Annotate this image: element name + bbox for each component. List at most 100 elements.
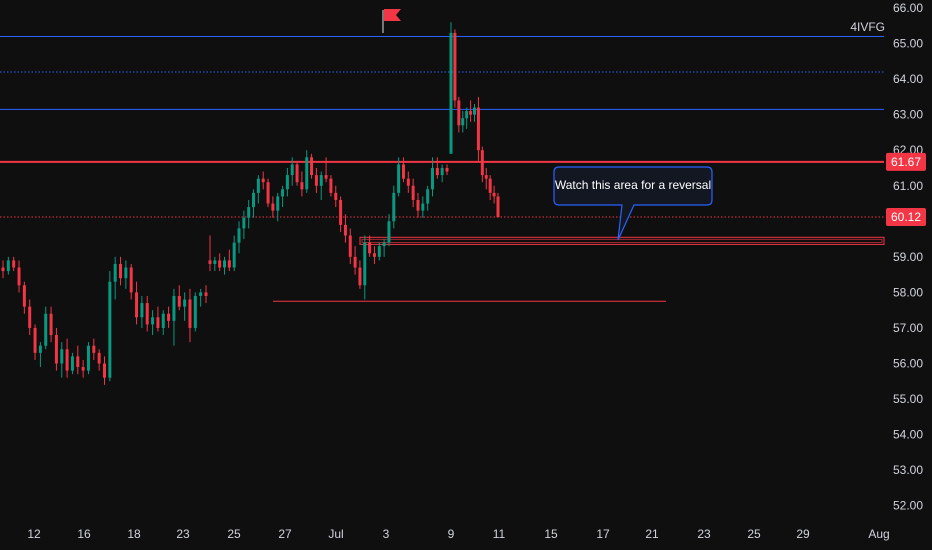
candle-body [204, 292, 208, 296]
candle-body [401, 164, 405, 179]
candle-body [382, 242, 386, 247]
candle-body [440, 167, 444, 176]
x-tick-label: 12 [27, 527, 41, 541]
y-tick-label: 64.00 [893, 72, 923, 86]
candle-body [488, 178, 492, 193]
zone-inner [361, 238, 883, 243]
x-tick-label: 3 [383, 527, 390, 541]
candle-body [177, 295, 181, 307]
candle-body [411, 185, 415, 200]
candle-body [449, 32, 453, 154]
candle-body [151, 317, 155, 325]
candle-body [368, 242, 372, 254]
candle-body [377, 246, 381, 257]
x-axis: 12 16 18 23 25 27 Jul 3 9 11 15 17 21 23 25 29 Aug [27, 527, 889, 541]
flag-icon[interactable] [382, 9, 401, 33]
candle-body [65, 349, 69, 371]
candle-body [81, 367, 85, 371]
candle-body [300, 182, 304, 190]
candle-body [465, 111, 469, 119]
candle-body [22, 285, 26, 307]
candle-body [353, 256, 357, 268]
callout-text: Watch this area for a reversal [555, 178, 711, 192]
candle-body [156, 317, 160, 328]
candle-body [145, 303, 149, 325]
candle-body [232, 242, 236, 268]
price-label-text: 60.12 [891, 210, 921, 224]
y-tick-label: 65.00 [893, 37, 923, 51]
y-tick-label: 53.00 [893, 463, 923, 477]
x-tick-label: 21 [645, 527, 659, 541]
candle-body [119, 263, 123, 279]
symbol-label: 4IVFG [850, 20, 885, 34]
y-tick-label: 56.00 [893, 357, 923, 371]
candle-body [76, 356, 80, 368]
candle-body [271, 203, 275, 211]
candle-body [172, 295, 176, 321]
y-tick-label: 63.00 [893, 108, 923, 122]
candle-body [227, 260, 231, 268]
candle-body [453, 32, 457, 101]
candle-body [457, 100, 461, 126]
candle-body [305, 157, 309, 190]
candle-body [310, 157, 314, 176]
x-tick-label: 25 [227, 527, 241, 541]
candle-body [343, 224, 347, 236]
candle-body [314, 175, 318, 186]
candle-body [237, 228, 241, 243]
candle-body [124, 267, 128, 279]
y-tick-label: 59.00 [893, 250, 923, 264]
candle-body [213, 260, 217, 264]
candle-body [86, 345, 90, 371]
candle-body [339, 199, 343, 225]
candle-body [247, 207, 251, 218]
candle-body [358, 267, 362, 286]
y-tick-label: 58.00 [893, 285, 923, 299]
candle-body [49, 313, 53, 336]
reversal-callout[interactable]: Watch this area for a reversal [553, 166, 713, 241]
y-tick-label: 61.00 [893, 179, 923, 193]
price-labels: 61.67 60.12 [886, 152, 926, 227]
candle-body [113, 263, 117, 282]
candle-body [54, 335, 58, 364]
candle-body [276, 196, 280, 211]
price-label-text: 61.67 [891, 155, 921, 169]
candle-body [140, 303, 144, 318]
candle-body [435, 167, 439, 176]
y-tick-label: 52.00 [893, 499, 923, 513]
candle-body [469, 111, 473, 115]
candle-body [476, 107, 480, 151]
x-tick-label: 9 [448, 527, 455, 541]
candle-body [223, 260, 227, 268]
price-label-box [886, 208, 926, 227]
price-label-box [886, 152, 926, 171]
candle-body [183, 299, 187, 307]
candle-body [256, 178, 260, 193]
candle-body [97, 352, 101, 364]
candle-body [496, 196, 500, 218]
x-tick-label: 18 [127, 527, 141, 541]
zone-rect [359, 236, 885, 245]
horizontal-levels [0, 35, 884, 302]
x-tick-label: Aug [868, 527, 889, 541]
candle-body [208, 260, 212, 264]
y-tick-label: 66.00 [893, 1, 923, 15]
x-tick-label: 27 [278, 527, 292, 541]
candle-body [426, 189, 430, 204]
candle-body [329, 178, 333, 193]
candle-body [92, 345, 96, 353]
candle-body [261, 178, 265, 183]
x-tick-label: 23 [697, 527, 711, 541]
candle-body [324, 175, 328, 179]
candles [1, 22, 500, 385]
reversal-zone [359, 236, 885, 245]
candle-body [6, 260, 10, 272]
candle-body [387, 221, 391, 243]
candle-body [319, 175, 323, 186]
candle-body [392, 192, 396, 222]
x-tick-label: 11 [493, 527, 506, 541]
candle-body [363, 242, 367, 286]
x-tick-label: Jul [328, 527, 343, 541]
candle-body [44, 313, 48, 346]
